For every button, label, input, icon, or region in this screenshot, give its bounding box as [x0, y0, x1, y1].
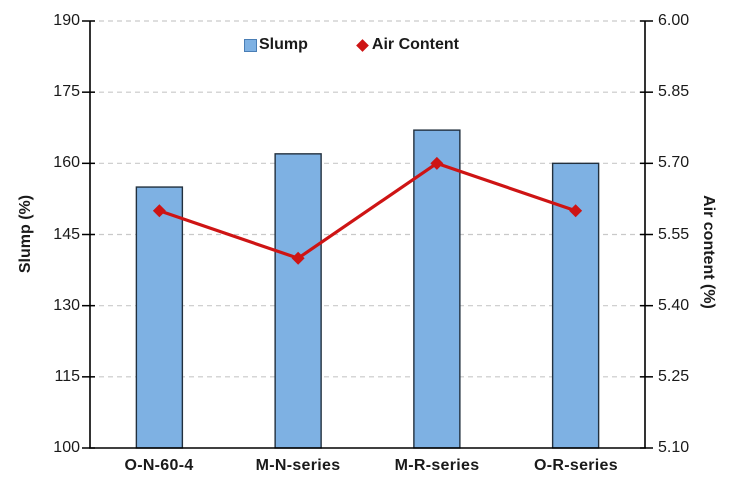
- slump-bar-M-R-series: [413, 129, 461, 449]
- slump-bar-O-N-60-4: [135, 186, 184, 449]
- right-axis-tick-label: 5.40: [658, 297, 690, 314]
- left-axis-tick-label: 100: [53, 439, 80, 456]
- left-axis-title: Slump (%): [17, 194, 34, 274]
- air-content-point-O-R-series: [569, 204, 583, 218]
- right-axis-tick-label: 5.85: [658, 83, 690, 100]
- left-axis-tick-label: 130: [53, 297, 80, 314]
- left-axis-tick-label: 190: [53, 12, 80, 29]
- air-content-diamond-swatch-icon: [356, 38, 369, 52]
- air-content-point-O-N-60-4: [152, 204, 166, 218]
- right-axis-title: Air content (%): [700, 195, 717, 309]
- left-axis-tick-label: 115: [54, 368, 80, 385]
- left-axis-tick-label: 160: [53, 154, 80, 171]
- legend: Slump Air Content: [244, 36, 459, 54]
- left-axis-tick-label: 145: [53, 226, 80, 243]
- legend-air-content-label: Air Content: [371, 36, 459, 53]
- x-axis-category-label: M-N-series: [255, 457, 341, 474]
- legend-item-air-content: Air Content: [356, 36, 459, 54]
- air-content-line: [157, 161, 578, 260]
- right-axis-tick-label: 6.00: [658, 12, 690, 29]
- x-axis-category-label: O-R-series: [534, 457, 618, 474]
- slump-bar-swatch-icon: [244, 38, 257, 52]
- right-axis-tick-label: 5.70: [658, 154, 690, 171]
- legend-item-slump: Slump: [244, 36, 308, 54]
- x-axis-category-label: M-R-series: [394, 457, 480, 474]
- right-axis-tick-label: 5.55: [658, 226, 690, 243]
- right-axis-tick-label: 5.25: [658, 368, 690, 385]
- air-content-point-M-R-series: [430, 156, 444, 170]
- left-axis-tick-label: 175: [53, 83, 80, 100]
- x-axis-category-label: O-N-60-4: [124, 457, 194, 474]
- right-axis-tick-label: 5.10: [658, 439, 690, 456]
- slump-bar-M-N-series: [274, 153, 322, 449]
- legend-slump-label: Slump: [259, 36, 308, 53]
- air-content-point-M-N-series: [291, 251, 305, 265]
